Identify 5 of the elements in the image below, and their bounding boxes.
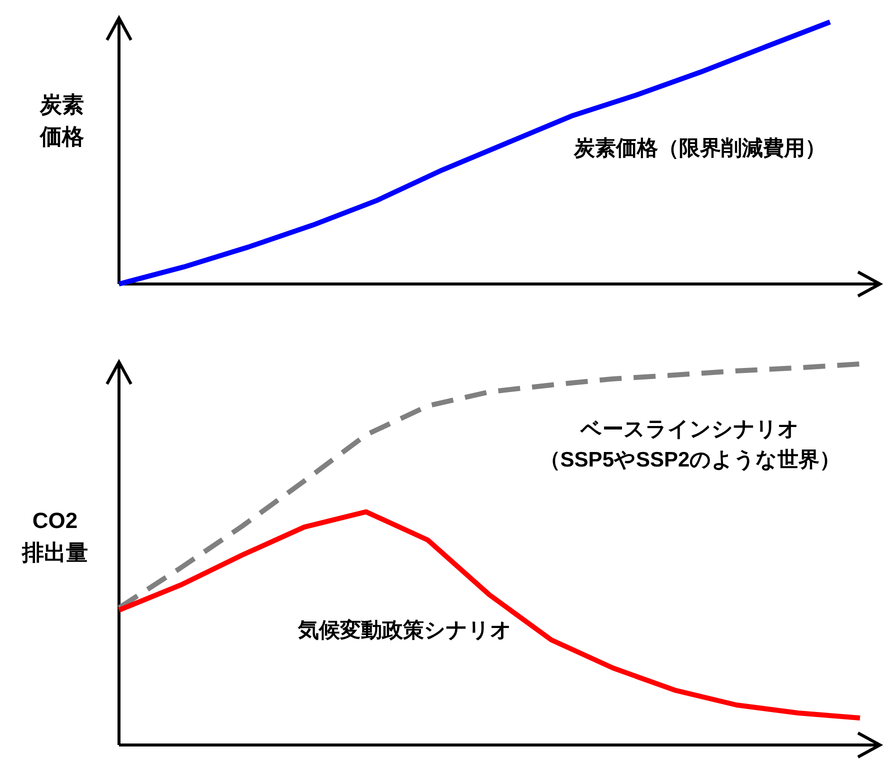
y-axis-title: 炭素価格 [39,92,85,149]
series-label: 気候変動政策シナリオ [297,618,512,642]
series-label: 炭素価格（限界削減費用） [573,137,826,160]
y-axis-title: CO2排出量 [21,508,88,565]
series-label: ベースラインシナリオ（SSP5やSSP2のような世界） [539,418,841,472]
